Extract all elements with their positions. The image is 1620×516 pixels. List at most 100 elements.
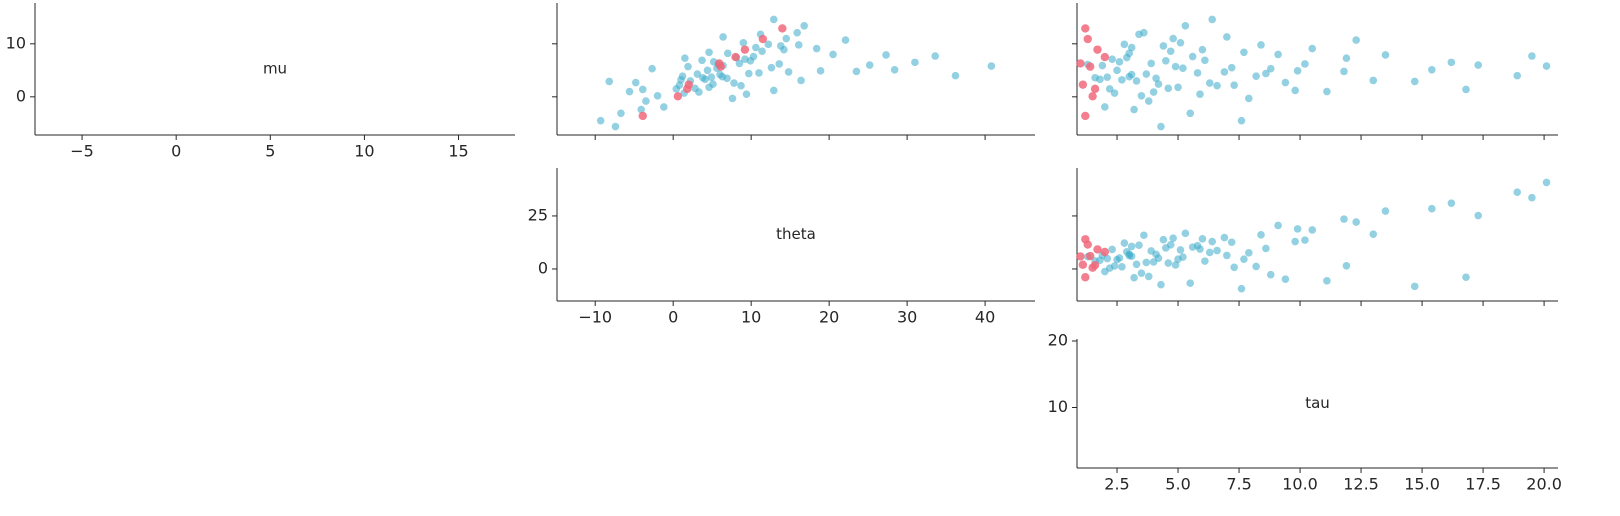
sample-point xyxy=(1213,246,1221,255)
sample-point xyxy=(987,62,996,70)
x-tick-label: −10 xyxy=(578,308,612,327)
x-tick-label: 40 xyxy=(975,308,995,327)
sample-point xyxy=(776,42,785,50)
sample-point xyxy=(1293,67,1302,75)
divergent-point xyxy=(1081,111,1090,121)
sample-point xyxy=(841,36,850,44)
sample-point xyxy=(1169,34,1177,43)
sample-point xyxy=(758,47,766,56)
sample-point xyxy=(1447,58,1456,67)
sample-point xyxy=(890,65,899,74)
sample-point xyxy=(1237,284,1246,293)
divergent-point xyxy=(1076,252,1085,261)
x-tick-label: 5.0 xyxy=(1165,475,1190,494)
sample-point xyxy=(605,77,614,86)
sample-point xyxy=(739,38,748,47)
sample-point xyxy=(1157,280,1165,289)
divergent-point xyxy=(673,92,683,101)
sample-point xyxy=(1293,225,1302,233)
sample-point xyxy=(1127,242,1136,251)
x-tick-label: 30 xyxy=(897,308,917,327)
sample-point xyxy=(1301,60,1309,68)
sample-point xyxy=(723,49,732,58)
sample-point xyxy=(1149,88,1158,96)
sample-point xyxy=(1428,65,1436,74)
sample-point xyxy=(1513,71,1522,80)
sample-point xyxy=(1340,215,1348,223)
sample-point xyxy=(1230,81,1238,89)
sample-point xyxy=(1103,254,1112,263)
sample-point xyxy=(1125,72,1134,81)
sample-point xyxy=(1262,69,1270,78)
variable-label: theta xyxy=(776,225,816,243)
sample-point xyxy=(1342,54,1351,62)
sample-point xyxy=(1162,56,1170,65)
y-tick-label: 0 xyxy=(16,86,26,105)
sample-point xyxy=(865,61,874,69)
sample-point xyxy=(931,52,939,60)
sample-point xyxy=(718,72,727,81)
sample-point xyxy=(1213,81,1221,90)
x-tick-label: 0 xyxy=(668,308,678,327)
sample-point xyxy=(1113,66,1121,75)
sample-point xyxy=(812,44,821,53)
divergent-point xyxy=(683,84,692,94)
sample-point xyxy=(1135,30,1143,39)
sample-point xyxy=(1171,261,1180,269)
divergent-point xyxy=(758,34,768,44)
divergent-point xyxy=(714,59,724,68)
divergent-point xyxy=(1076,59,1085,68)
divergent-point xyxy=(1081,273,1090,282)
sample-point xyxy=(782,34,791,43)
sample-point xyxy=(1201,257,1209,265)
sample-point xyxy=(1142,70,1151,78)
sample-point xyxy=(1144,272,1153,281)
sample-point xyxy=(1108,245,1116,254)
sample-point xyxy=(1266,64,1275,73)
sample-point xyxy=(1240,255,1248,264)
sample-point xyxy=(1130,273,1138,282)
variable-label: mu xyxy=(263,60,287,78)
sample-point xyxy=(775,60,784,68)
sample-point xyxy=(1137,91,1146,100)
sample-point xyxy=(1152,74,1160,83)
sample-point xyxy=(684,62,692,71)
sample-point xyxy=(1262,244,1270,253)
divergent-point xyxy=(1081,24,1090,33)
sample-point xyxy=(728,94,737,103)
sample-point xyxy=(1220,233,1229,242)
sample-point xyxy=(755,69,763,77)
y-tick-label: 0 xyxy=(538,258,548,277)
sample-point xyxy=(1101,103,1109,111)
sample-point xyxy=(1125,49,1134,58)
x-tick-label: 10 xyxy=(354,142,374,161)
sample-point xyxy=(1230,263,1238,272)
sample-point xyxy=(1164,259,1173,267)
x-tick-label: 10 xyxy=(741,308,761,327)
sample-point xyxy=(1196,90,1204,98)
sample-point xyxy=(794,41,803,49)
sample-point xyxy=(1352,218,1360,226)
x-tick-label: 12.5 xyxy=(1343,475,1379,494)
sample-point xyxy=(1164,84,1173,93)
sample-point xyxy=(638,85,647,94)
sample-point xyxy=(719,33,727,41)
sample-point xyxy=(1198,45,1207,54)
sample-point xyxy=(1474,61,1482,69)
sample-point xyxy=(1257,231,1265,239)
sample-point xyxy=(1130,105,1138,114)
divergent-point xyxy=(1081,235,1090,244)
x-tick-label: 20.0 xyxy=(1526,475,1562,494)
sample-point xyxy=(1193,69,1202,77)
sample-point xyxy=(1257,41,1265,49)
sample-point xyxy=(1176,38,1185,47)
sample-point xyxy=(703,66,712,75)
sample-point xyxy=(1223,33,1231,41)
sample-point xyxy=(1098,61,1107,70)
sample-point xyxy=(1135,241,1143,250)
y-tick-label: 10 xyxy=(1048,397,1068,416)
sample-point xyxy=(797,76,805,85)
sample-point xyxy=(829,50,837,59)
sample-point xyxy=(1179,253,1187,261)
sample-point xyxy=(1528,52,1536,60)
